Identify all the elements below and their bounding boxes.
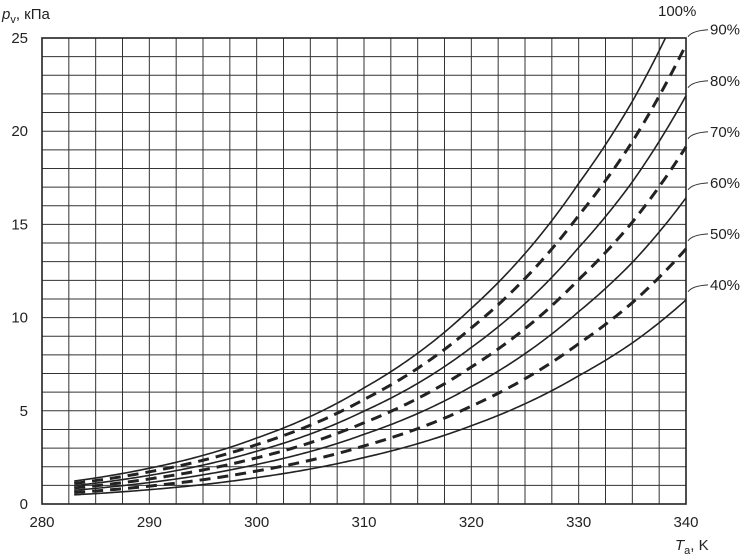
curve-rh-50 [74,247,688,495]
series-label: 50% [710,226,740,243]
series-label: 100% [658,3,696,20]
series-label: 60% [710,175,740,192]
series-labels: 100% 90% 80% 70% 60% 50% 40% [658,3,740,294]
x-axis-label: Ta, K [675,537,709,557]
plot-frame [41,37,687,505]
x-tick-labels: 280 290 300 310 320 330 340 [29,514,698,531]
series-leader-line [687,80,709,89]
x-tick-label: 300 [244,514,269,531]
x-tick-label: 320 [459,514,484,531]
y-axis-label: pv, кПа [1,6,51,26]
series-leader-line [687,182,709,191]
y-tick-label: 25 [11,30,28,47]
series-label: 40% [710,277,740,294]
curve-rh-40 [74,299,687,496]
curve-rh-60 [74,197,687,492]
y-tick-label: 15 [11,216,28,233]
y-tick-label: 10 [11,310,28,327]
series-label: 90% [710,22,740,39]
series-leader-line [687,284,709,293]
curve-rh-70 [74,145,688,490]
y-tick-label: 5 [20,403,28,420]
y-tick-label: 20 [11,123,28,140]
x-tick-label: 280 [29,514,54,531]
curves [74,37,688,496]
curve-rh-80 [74,95,687,487]
series-leader-line [687,233,709,242]
series-label: 70% [710,124,740,141]
y-tick-labels: 0 5 10 15 20 25 [11,30,28,513]
series-leader-line [687,29,709,38]
x-tick-label: 290 [137,514,162,531]
y-tick-label: 0 [20,496,28,513]
x-tick-label: 310 [351,514,376,531]
curve-rh-100 [74,37,667,482]
grid [42,38,686,504]
series-leader-line [687,131,709,140]
x-tick-label: 340 [673,514,698,531]
series-label: 80% [710,73,740,90]
x-tick-label: 330 [566,514,591,531]
curve-rh-90 [74,44,688,485]
